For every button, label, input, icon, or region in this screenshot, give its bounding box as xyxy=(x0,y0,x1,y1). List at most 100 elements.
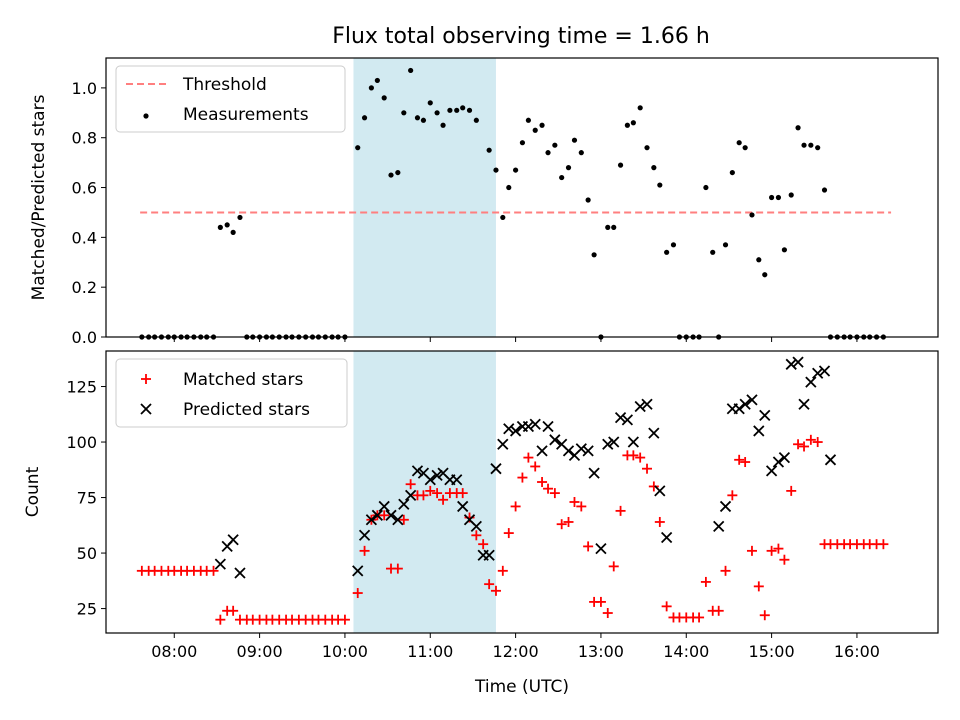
matched-star-point xyxy=(208,565,219,576)
predicted-star-point xyxy=(542,420,554,433)
predicted-star-point xyxy=(392,514,404,526)
x-tick-label: 14:00 xyxy=(663,642,709,661)
matched-star-point xyxy=(734,454,745,465)
matched-star-point xyxy=(484,579,495,590)
matched-star-point xyxy=(478,539,489,550)
legend-plus-marker xyxy=(141,374,151,384)
measurement-point xyxy=(788,192,794,198)
measurement-point xyxy=(374,77,380,84)
predicted-star-point xyxy=(719,500,732,513)
predicted-star-point xyxy=(227,534,239,546)
predicted-star-point xyxy=(234,567,246,579)
measurement-point xyxy=(460,105,466,111)
legend-box-bottom xyxy=(115,358,348,428)
predicted-star-point xyxy=(634,400,646,413)
matched-star-point xyxy=(556,519,567,530)
predicted-star-point xyxy=(457,500,469,513)
predicted-star-point xyxy=(772,456,785,468)
y-tick-label-top: 0.6 xyxy=(72,179,97,198)
measurement-point xyxy=(624,122,630,128)
x-tick-label: 10:00 xyxy=(322,642,368,661)
x-tick-label: 09:00 xyxy=(237,642,283,661)
matched-star-point xyxy=(359,545,370,556)
predicted-star-point xyxy=(608,436,620,448)
measurement-point xyxy=(578,150,584,156)
predicted-star-point xyxy=(798,398,810,410)
matched-star-point xyxy=(471,530,482,541)
matched-star-point xyxy=(405,479,416,490)
measurement-point xyxy=(414,115,421,121)
top-panel-frame xyxy=(105,57,939,338)
measurement-point xyxy=(591,252,597,258)
matched-star-point xyxy=(583,541,594,552)
matched-star-point xyxy=(510,501,521,512)
measurement-point xyxy=(519,140,526,146)
matched-star-point xyxy=(779,554,790,565)
measurement-point xyxy=(808,142,814,148)
predicted-star-point xyxy=(483,549,495,561)
legend-predicted-label: Predicted stars xyxy=(183,400,310,420)
bottom-panel-legend: Matched stars Predicted stars xyxy=(115,358,348,428)
matched-star-point xyxy=(878,539,889,550)
matched-star-point xyxy=(615,505,626,516)
matched-star-point xyxy=(517,472,528,483)
matched-star-point xyxy=(595,596,606,607)
measurement-point xyxy=(552,142,558,148)
bottom-panel-y-axis-label: Count xyxy=(23,466,43,517)
y-tick-label-bottom: 75 xyxy=(77,489,97,508)
matched-star-point xyxy=(563,516,574,527)
measurement-point xyxy=(775,194,782,201)
predicted-star-point xyxy=(470,520,482,533)
measurement-point xyxy=(525,117,532,123)
measurement-point xyxy=(368,85,374,91)
predicted-star-point xyxy=(214,558,226,570)
predicted-star-point xyxy=(522,420,535,433)
x-tick-label: 16:00 xyxy=(834,642,880,661)
matched-star-point xyxy=(379,510,390,521)
measurement-point xyxy=(585,197,591,203)
matched-star-point xyxy=(753,581,764,592)
matched-star-point xyxy=(766,545,777,556)
predicted-star-point xyxy=(661,531,673,544)
measurement-point xyxy=(434,110,440,116)
measurement-point xyxy=(381,95,387,101)
predicted-star-point xyxy=(759,409,771,422)
bottom-panel-frame xyxy=(105,350,939,634)
measurement-point xyxy=(617,162,624,168)
matched-star-point xyxy=(608,561,619,572)
predicted-star-point xyxy=(549,434,561,446)
predicted-star-point xyxy=(582,445,594,457)
matched-star-point xyxy=(425,485,436,496)
measurement-point xyxy=(815,145,821,151)
measurement-point xyxy=(630,120,636,126)
predicted-star-point xyxy=(405,489,417,501)
predicted-star-point xyxy=(595,542,607,555)
matched-star-point xyxy=(530,461,541,472)
measurement-point xyxy=(217,224,223,230)
predicted-star-point xyxy=(529,418,541,430)
predicted-star-point xyxy=(654,485,666,497)
matched-star-point xyxy=(642,463,653,474)
matched-star-point xyxy=(812,437,823,448)
measurement-point xyxy=(454,107,460,113)
measurement-point xyxy=(395,169,401,176)
y-tick-label-bottom: 100 xyxy=(66,433,97,452)
predicted-star-point xyxy=(792,356,804,368)
measurement-point xyxy=(447,107,453,113)
measurement-point xyxy=(781,247,788,253)
predicted-star-point xyxy=(411,465,424,477)
matched-star-point xyxy=(740,457,751,468)
predicted-star-point xyxy=(509,425,522,437)
top-panel-y-axis-label: Matched/Predicted stars xyxy=(29,94,49,300)
predicted-star-point xyxy=(451,474,463,486)
predicted-star-point xyxy=(365,514,378,526)
matched-star-point xyxy=(398,514,409,525)
measurement-point xyxy=(729,169,735,176)
predicted-star-point xyxy=(497,438,509,450)
legend-threshold-label: Threshold xyxy=(182,75,267,95)
matched-star-point xyxy=(720,565,731,576)
predicted-star-point xyxy=(358,529,371,541)
measurement-point xyxy=(769,194,775,201)
matched-star-point xyxy=(805,434,816,445)
